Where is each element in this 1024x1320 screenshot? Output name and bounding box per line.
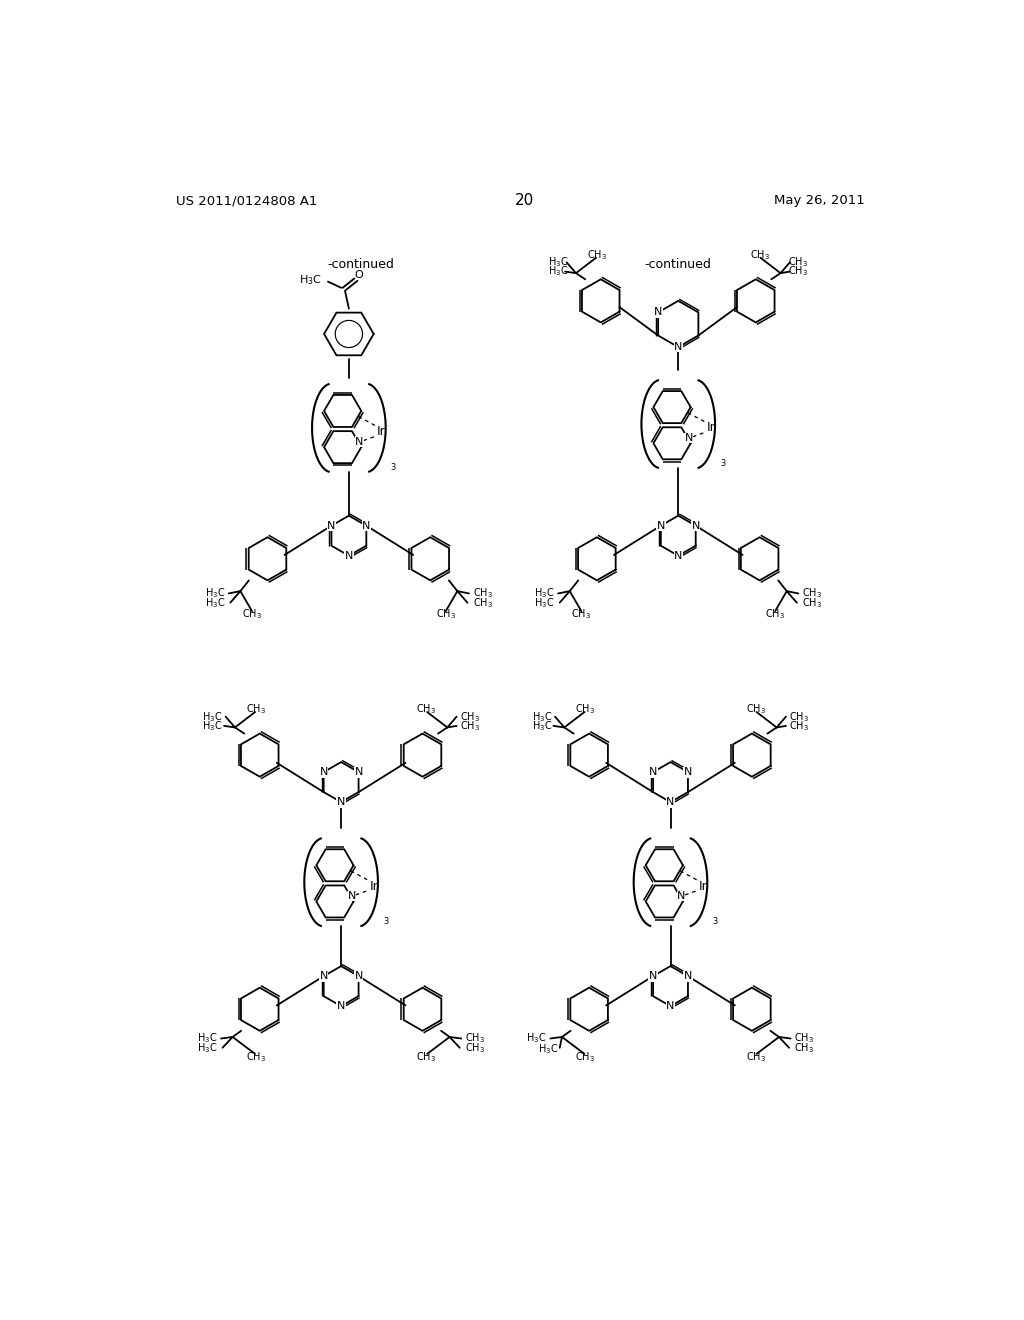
Text: CH$_3$: CH$_3$	[417, 702, 436, 715]
Text: N: N	[685, 433, 693, 442]
Text: CH$_3$: CH$_3$	[795, 1032, 814, 1045]
Text: $_3$: $_3$	[390, 459, 397, 473]
Text: CH$_3$: CH$_3$	[246, 702, 266, 715]
Text: CH$_3$: CH$_3$	[246, 1051, 266, 1064]
Text: CH$_3$: CH$_3$	[571, 607, 592, 622]
Text: H$_3$C: H$_3$C	[531, 719, 552, 733]
Text: CH$_3$: CH$_3$	[790, 719, 809, 733]
Text: CH$_3$: CH$_3$	[788, 256, 808, 269]
Text: H$_3$C: H$_3$C	[531, 710, 552, 723]
Text: H$_3$C: H$_3$C	[197, 1032, 217, 1045]
Text: H$_3$C: H$_3$C	[534, 597, 554, 610]
Text: $_3$: $_3$	[712, 913, 719, 927]
Text: H$_3$C: H$_3$C	[538, 1043, 558, 1056]
Text: CH$_3$: CH$_3$	[436, 607, 456, 622]
Text: Ir: Ir	[707, 421, 715, 434]
Text: H$_3$C: H$_3$C	[205, 586, 225, 601]
Text: CH$_3$: CH$_3$	[575, 1051, 595, 1064]
Text: -continued: -continued	[327, 259, 394, 271]
Text: N: N	[649, 972, 657, 981]
Text: H$_3$C: H$_3$C	[197, 1041, 217, 1055]
Text: CH$_3$: CH$_3$	[750, 248, 770, 261]
Text: N: N	[684, 972, 692, 981]
Text: N: N	[328, 520, 336, 531]
Text: CH$_3$: CH$_3$	[795, 1041, 814, 1055]
Text: CH$_3$: CH$_3$	[473, 586, 493, 601]
Text: H$_3$C: H$_3$C	[534, 586, 554, 601]
Text: N: N	[691, 520, 699, 531]
Text: CH$_3$: CH$_3$	[587, 248, 607, 261]
Text: CH$_3$: CH$_3$	[788, 265, 808, 279]
Text: CH$_3$: CH$_3$	[473, 597, 493, 610]
Text: N: N	[677, 891, 685, 902]
Text: N: N	[674, 550, 682, 561]
Text: H$_3$C: H$_3$C	[205, 597, 225, 610]
Text: N: N	[354, 767, 362, 777]
Text: US 2011/0124808 A1: US 2011/0124808 A1	[176, 194, 317, 207]
Text: May 26, 2011: May 26, 2011	[773, 194, 864, 207]
Text: -continued: -continued	[645, 259, 712, 271]
Text: N: N	[667, 1001, 675, 1011]
Text: N: N	[654, 308, 663, 317]
Text: N: N	[649, 767, 657, 777]
Text: CH$_3$: CH$_3$	[575, 702, 595, 715]
Text: N: N	[656, 520, 665, 531]
Text: N: N	[355, 437, 364, 446]
Text: N: N	[667, 797, 675, 807]
Text: H$_3$C: H$_3$C	[548, 265, 568, 279]
Text: H$_3$C: H$_3$C	[202, 710, 222, 723]
Text: CH$_3$: CH$_3$	[802, 586, 822, 601]
Text: N: N	[684, 767, 692, 777]
Text: N: N	[337, 1001, 345, 1011]
Text: N: N	[362, 520, 371, 531]
Text: $_3$: $_3$	[383, 913, 389, 927]
Text: N: N	[319, 972, 328, 981]
Text: CH$_3$: CH$_3$	[790, 710, 809, 723]
Text: N: N	[337, 797, 345, 807]
Text: H$_3$C: H$_3$C	[202, 719, 222, 733]
Text: CH$_3$: CH$_3$	[465, 1032, 485, 1045]
Text: H$_3$C: H$_3$C	[299, 273, 322, 286]
Text: H$_3$C: H$_3$C	[526, 1032, 547, 1045]
Text: 20: 20	[515, 193, 535, 209]
Text: CH$_3$: CH$_3$	[465, 1041, 485, 1055]
Text: CH$_3$: CH$_3$	[745, 702, 766, 715]
Text: N: N	[674, 342, 682, 352]
Text: CH$_3$: CH$_3$	[460, 719, 479, 733]
Text: Ir: Ir	[698, 879, 708, 892]
Text: CH$_3$: CH$_3$	[765, 607, 785, 622]
Text: CH$_3$: CH$_3$	[417, 1051, 436, 1064]
Text: N: N	[347, 891, 356, 902]
Text: H$_3$C: H$_3$C	[548, 256, 568, 269]
Text: N: N	[354, 972, 362, 981]
Text: $_3$: $_3$	[720, 455, 726, 469]
Text: N: N	[345, 550, 353, 561]
Text: N: N	[319, 767, 328, 777]
Text: CH$_3$: CH$_3$	[242, 607, 262, 622]
Text: Ir: Ir	[370, 879, 378, 892]
Text: CH$_3$: CH$_3$	[460, 710, 479, 723]
Text: Ir: Ir	[377, 425, 386, 438]
Text: CH$_3$: CH$_3$	[745, 1051, 766, 1064]
Text: O: O	[354, 271, 364, 280]
Text: CH$_3$: CH$_3$	[802, 597, 822, 610]
